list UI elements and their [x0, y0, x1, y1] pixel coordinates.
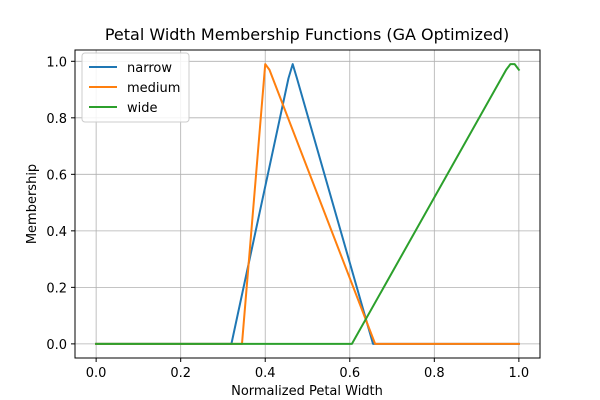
legend-label-medium: medium [127, 81, 180, 96]
y-tick-label: 0.6 [46, 168, 67, 183]
x-tick-label: 0.0 [86, 366, 107, 381]
series-line-wide [95, 63, 521, 345]
legend-label-narrow: narrow [127, 61, 172, 76]
y-tick-label: 0.8 [46, 112, 67, 127]
y-tick-label: 0.2 [46, 281, 67, 296]
series-layer [95, 63, 521, 345]
tick-layer: 0.0 0.2 0.4 0.6 0.8 1.0 0.0 0.2 0.4 0.6 0.8 1.0 [46, 55, 529, 381]
x-axis-label: Normalized Petal Width [231, 384, 383, 399]
plot-frame [74, 49, 541, 359]
legend-label-wide: wide [127, 101, 158, 116]
x-tick-label: 0.2 [170, 366, 191, 381]
x-tick-label: 1.0 [509, 366, 530, 381]
legend: narrow medium wide [81, 52, 190, 123]
y-axis-label: Membership [25, 164, 40, 244]
legend-box [81, 52, 190, 123]
y-tick-label: 1.0 [46, 55, 67, 70]
chart-title: Petal Width Membership Functions (GA Opt… [105, 25, 509, 44]
y-tick-label: 0.4 [46, 225, 67, 240]
y-tick-label: 0.0 [46, 338, 67, 353]
x-tick-label: 0.8 [424, 366, 445, 381]
x-tick-label: 0.4 [255, 366, 276, 381]
x-tick-label: 0.6 [339, 366, 360, 381]
